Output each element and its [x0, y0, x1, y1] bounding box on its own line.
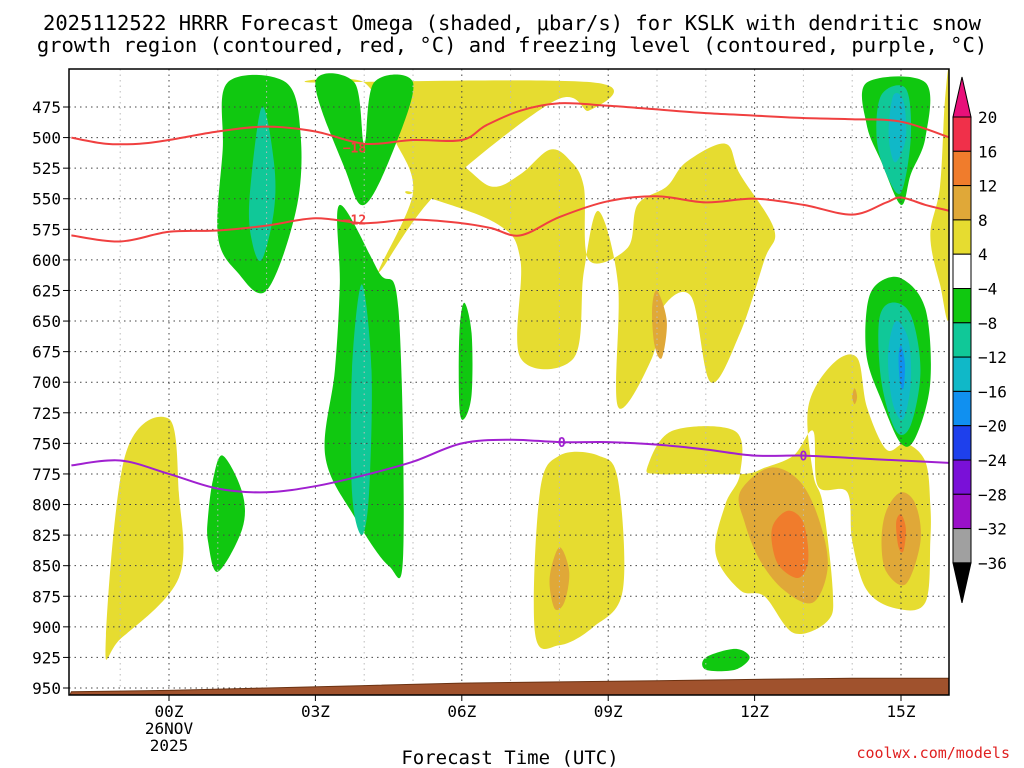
x-tick-label-06Z: 06Z: [447, 702, 476, 721]
omega-region-9: [652, 290, 667, 359]
y-tick-label-650: 650: [32, 312, 61, 331]
y-tick-label-850: 850: [32, 557, 61, 576]
grid-lines: [69, 69, 949, 695]
y-tick-label-775: 775: [32, 465, 61, 484]
omega-region-1: [405, 143, 776, 409]
y-tick-label-725: 725: [32, 404, 61, 423]
y-tick-label-700: 700: [32, 373, 61, 392]
colorbar-band-2: [952, 185, 972, 221]
x-tick-label-09Z: 09Z: [594, 702, 623, 721]
contour-extra-label-0: 0: [558, 436, 566, 451]
colorbar-band-11: [952, 493, 972, 530]
contour-label-1: −12: [343, 214, 366, 229]
colorbar-tick-label-12: −32: [978, 520, 1007, 539]
omega-region-12: [896, 514, 906, 553]
terrain-fill: [69, 677, 949, 695]
omega-region-14: [315, 73, 414, 206]
colorbar-tick-label-13: −36: [978, 554, 1007, 573]
chart-title-line-2: growth region (contoured, red, °C) and f…: [37, 33, 987, 57]
contour-line-2: [71, 438, 949, 494]
y-tick-label-825: 825: [32, 526, 61, 545]
colorbar-band-12: [952, 528, 972, 564]
y-tick-label-500: 500: [32, 129, 61, 148]
omega-region-21: [248, 106, 276, 262]
omega-region-3: [533, 451, 625, 649]
y-tick-label-625: 625: [32, 281, 61, 300]
date-label-year: 2025: [150, 736, 189, 755]
y-tick-label-525: 525: [32, 159, 61, 178]
colorbar-band-4: [952, 253, 972, 289]
date-label-day: 26NOV: [145, 719, 194, 738]
x-axis: 00Z 03Z 06Z 09Z 12Z 15Z: [155, 695, 916, 721]
colorbar-band-7: [952, 356, 972, 392]
contour-lines: −18 −12 0 0: [71, 102, 949, 494]
colorbar-under-arrow: [952, 562, 972, 604]
y-tick-label-900: 900: [32, 618, 61, 637]
colorbar-tick-label-9: −20: [978, 417, 1007, 436]
omega-region-20: [702, 648, 750, 672]
x-tick-label-03Z: 03Z: [301, 702, 330, 721]
y-axis: 475 500 525 550 575 600 625 650 675 700 725 750 775 8…: [32, 98, 69, 698]
colorbar-band-9: [952, 425, 972, 461]
colorbar-tick-label-4: 4: [978, 245, 988, 264]
colorbar-band-3: [952, 219, 972, 255]
y-tick-label-950: 950: [32, 679, 61, 698]
colorbar-tick-label-0: 20: [978, 108, 997, 127]
y-tick-label-475: 475: [32, 98, 61, 117]
colorbar-band-5: [952, 288, 972, 324]
chart-title-line-1: 2025112522 HRRR Forecast Omega (shaded, …: [43, 11, 982, 35]
colorbar-tick-label-11: −28: [978, 485, 1007, 504]
y-tick-label-750: 750: [32, 434, 61, 453]
colorbar-band-6: [952, 322, 972, 358]
contour-line-0: [71, 102, 949, 146]
terrain-surface: [69, 677, 949, 695]
colorbar-band-1: [952, 150, 972, 187]
colorbar-over-arrow: [952, 76, 972, 118]
omega-region-25: [888, 92, 907, 163]
colorbar-band-8: [952, 390, 972, 427]
omega-region-17: [458, 302, 473, 420]
colorbar-tick-label-8: −16: [978, 382, 1007, 401]
contour-line-1: [71, 195, 949, 243]
x-tick-label-00Z: 00Z: [155, 702, 184, 721]
contour-label-2: 0: [799, 450, 807, 465]
y-tick-label-550: 550: [32, 190, 61, 209]
colorbar-tick-label-10: −24: [978, 451, 1007, 470]
omega-region-2: [105, 416, 184, 660]
x-tick-label-12Z: 12Z: [740, 702, 769, 721]
chart-title: 2025112522 HRRR Forecast Omega (shaded, …: [37, 11, 987, 57]
omega-region-5: [930, 69, 949, 321]
colorbar-tick-label-7: −12: [978, 348, 1007, 367]
x-tick-label-15Z: 15Z: [887, 702, 916, 721]
omega-region-8: [549, 547, 570, 611]
colorbar: 20 16 12 8 4 −4 −8 −12 −16 −20 −24 −28 −32 −36: [952, 76, 1007, 604]
colorbar-band-0: [952, 116, 972, 152]
y-tick-label-675: 675: [32, 343, 61, 362]
y-tick-label-800: 800: [32, 496, 61, 515]
omega-region-0: [304, 78, 614, 273]
y-tick-label-575: 575: [32, 220, 61, 239]
y-tick-label-925: 925: [32, 648, 61, 667]
omega-region-16: [207, 455, 245, 572]
colorbar-tick-label-1: 16: [978, 142, 997, 161]
colorbar-tick-label-3: 8: [978, 211, 988, 230]
contour-label-0: −18: [343, 141, 367, 156]
x-axis-label: Forecast Time (UTC): [401, 747, 618, 768]
colorbar-tick-label-6: −8: [978, 314, 997, 333]
credit-link[interactable]: coolwx.com/models: [856, 744, 1010, 762]
colorbar-tick-label-5: −4: [978, 280, 997, 299]
colorbar-band-10: [952, 459, 972, 495]
y-tick-label-600: 600: [32, 251, 61, 270]
colorbar-tick-label-2: 12: [978, 177, 997, 196]
y-tick-label-875: 875: [32, 587, 61, 606]
omega-shading: [105, 69, 949, 672]
omega-region-11: [771, 510, 809, 578]
omega-region-27: [898, 345, 905, 390]
omega-region-22: [350, 284, 372, 536]
omega-region-10: [852, 388, 858, 405]
